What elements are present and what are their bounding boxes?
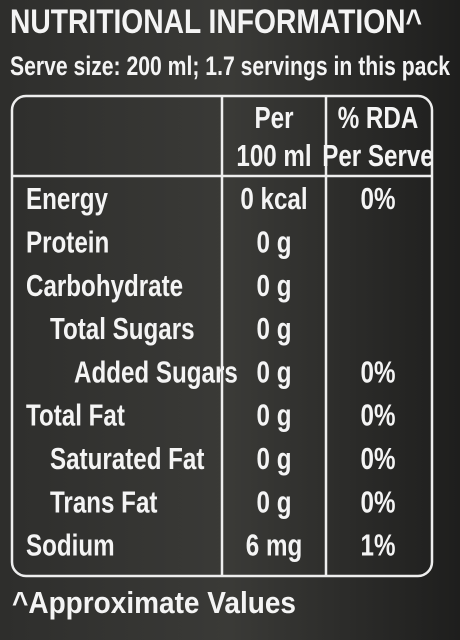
rda: 0% [361,181,396,216]
per-100ml: 0 g [257,484,292,519]
row-name: Sodium [26,528,115,563]
row-name: Total Fat [26,398,125,433]
per-100ml: 0 g [257,441,292,476]
title: NUTRITIONAL INFORMATION^ [10,3,422,41]
per-100ml: 0 g [257,398,292,433]
subtitle: Serve size: 200 ml; 1.7 servings in this… [10,51,451,81]
rda: 0% [361,441,396,476]
row-name: Protein [26,225,109,260]
per-100ml: 0 kcal [240,181,307,216]
row-name: Saturated Fat [50,441,204,476]
column-header: Per [255,100,294,135]
rda: 0% [361,484,396,519]
per-100ml: 0 g [257,225,292,260]
row-name: Trans Fat [50,484,157,519]
per-100ml: 0 g [257,311,292,346]
rda: 0% [361,398,396,433]
footer: ^Approximate Values [12,585,296,620]
rda: 0% [361,355,396,390]
row-name: Added Sugars [74,355,238,390]
per-100ml: 0 g [257,355,292,390]
per-100ml: 0 g [257,268,292,303]
row-name: Total Sugars [50,311,195,346]
column-header: Per Serve [322,138,434,173]
per-100ml: 6 mg [246,528,302,563]
column-header: 100 ml [236,138,311,173]
row-name: Carbohydrate [26,268,183,303]
column-header: % RDA [338,100,419,135]
rda: 1% [361,528,396,563]
row-name: Energy [26,181,108,216]
